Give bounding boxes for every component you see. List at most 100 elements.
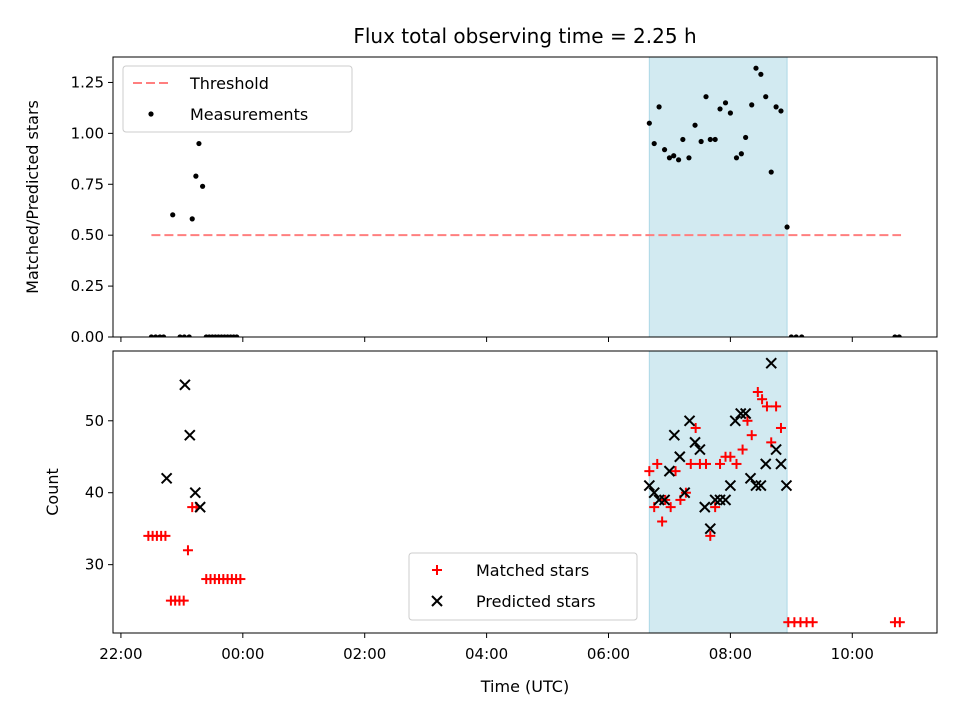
data-point-matched-stars	[644, 466, 655, 477]
data-point-predicted-stars	[735, 407, 747, 420]
data-point-measurements	[189, 216, 195, 222]
data-point-measurements	[153, 334, 159, 337]
data-point-measurements	[773, 104, 779, 110]
data-point-predicted-stars	[189, 487, 201, 499]
data-point-matched-stars	[690, 422, 701, 433]
x-stroke	[744, 472, 757, 485]
data-point-predicted-stars	[678, 487, 691, 499]
data-point-measurements	[651, 140, 657, 147]
data-point-predicted-stars	[694, 443, 706, 456]
data-point-measurements	[712, 136, 718, 143]
data-point-measurements	[181, 334, 187, 337]
data-point-measurements	[680, 136, 686, 143]
x-stroke	[699, 501, 711, 513]
data-point-predicted-stars	[760, 458, 772, 470]
data-point-predicted-stars	[658, 494, 671, 506]
legend-label: Matched stars	[476, 561, 589, 580]
data-point-measurements	[671, 153, 677, 159]
x-stroke	[780, 479, 793, 492]
data-point-predicted-stars	[663, 465, 676, 477]
data-point-measurements	[177, 334, 183, 337]
y-tick-label: 0.25	[71, 277, 104, 295]
x-stroke	[189, 487, 201, 499]
x-stroke	[678, 487, 691, 499]
data-point-measurements	[170, 212, 176, 218]
legend: Matched stars Predicted stars	[408, 552, 638, 621]
data-point-matched-stars	[807, 617, 818, 628]
data-point-measurements	[196, 140, 202, 147]
x-axis-label: Time (UTC)	[480, 677, 569, 696]
data-point-predicted-stars	[160, 472, 173, 485]
x-stroke	[683, 415, 696, 427]
y-tick-label: 0.75	[71, 175, 104, 193]
data-point-measurements	[743, 134, 749, 141]
x-stroke	[760, 458, 772, 470]
data-point-predicted-stars	[729, 415, 741, 427]
data-point-measurements	[675, 157, 682, 163]
x-stroke	[431, 595, 443, 607]
counts-panel: 30 40 50 22:00 00:00 02:00 04:00 06:00 08:00 10:0…	[43, 350, 938, 663]
y-tick-label: 40	[85, 484, 104, 502]
data-point-matched-stars	[775, 422, 786, 433]
data-point-measurements	[778, 108, 784, 114]
legend-box	[122, 65, 353, 133]
x-stroke	[719, 494, 732, 506]
data-point-measurements	[656, 104, 662, 110]
x-stroke	[775, 458, 787, 470]
x-stroke	[658, 494, 671, 506]
data-point-matched-stars	[737, 444, 748, 455]
axes-frame	[112, 56, 938, 338]
data-point-predicted-stars	[755, 479, 767, 492]
data-point-measurements	[646, 120, 652, 126]
data-point-predicted-stars	[780, 479, 793, 492]
data-point-predicted-stars	[775, 458, 787, 470]
data-point-predicted-stars	[674, 451, 686, 463]
x-stroke	[694, 443, 706, 456]
data-point-measurements	[896, 334, 902, 337]
data-point-measurements	[666, 155, 673, 161]
data-point-matched-stars	[685, 458, 696, 469]
legend-marker	[148, 111, 154, 117]
x-stroke	[668, 429, 681, 441]
x-tick-label: 06:00	[587, 645, 630, 663]
data-point-measurements	[186, 334, 192, 337]
x-tick-label: 10:00	[831, 645, 874, 663]
data-point-predicted-stars	[704, 522, 716, 535]
data-point-predicted-stars	[648, 487, 660, 499]
data-point-measurements	[727, 110, 733, 116]
data-point-measurements	[193, 173, 199, 179]
data-point-predicted-stars	[765, 357, 777, 369]
x-tick-label: 00:00	[221, 645, 264, 663]
data-point-matched-stars	[771, 401, 782, 412]
x-stroke	[704, 522, 716, 535]
x-stroke	[750, 479, 762, 492]
data-point-matched-stars	[752, 387, 763, 398]
data-point-measurements	[148, 334, 154, 337]
data-point-matched-stars	[746, 430, 757, 441]
y-tick-label: 0.50	[71, 226, 104, 244]
y-tick-label: 1.00	[71, 124, 104, 142]
data-point-predicted-stars	[744, 472, 757, 485]
x-stroke	[724, 479, 737, 492]
data-point-matched-stars	[742, 415, 753, 426]
legend-label: Measurements	[190, 105, 308, 124]
data-point-matched-stars	[731, 458, 742, 469]
data-point-predicted-stars	[194, 501, 206, 513]
data-point-matched-stars	[894, 617, 905, 628]
x-tick-label: 02:00	[343, 645, 386, 663]
data-point-matched-stars	[235, 574, 246, 585]
x-stroke	[179, 379, 191, 391]
y-axis-label: Count	[43, 468, 62, 516]
data-point-measurements	[793, 334, 799, 337]
data-point-predicted-stars	[683, 415, 696, 427]
y-axis-label: Matched/Predicted stars	[23, 100, 42, 294]
observing-window-shade	[648, 56, 788, 338]
x-stroke	[663, 465, 676, 477]
data-point-predicted-stars	[709, 494, 721, 506]
data-series	[143, 357, 905, 628]
data-point-matched-stars	[670, 466, 681, 477]
data-point-measurements	[160, 334, 167, 337]
data-point-measurements	[758, 71, 764, 77]
data-point-measurements	[799, 334, 805, 337]
